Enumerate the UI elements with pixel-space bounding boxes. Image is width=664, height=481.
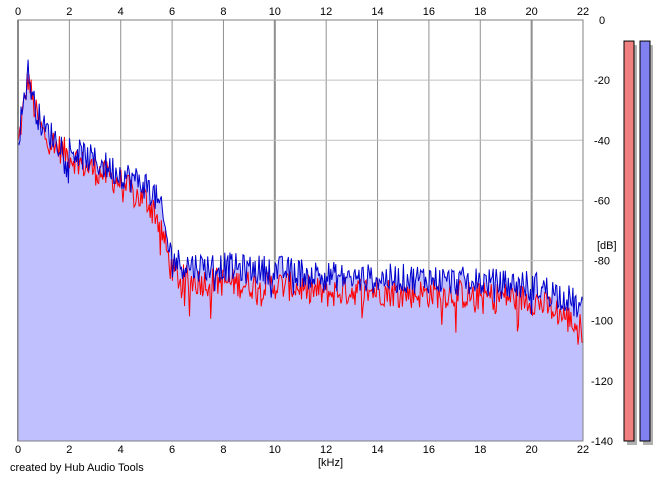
series-layer	[18, 59, 583, 345]
y-tick-label: 0	[599, 15, 605, 27]
y-tick-label: -100	[591, 316, 613, 328]
x-tick-label-top: 20	[526, 6, 538, 18]
x-tick-label-top: 10	[269, 6, 281, 18]
y-tick-label: -20	[594, 75, 610, 87]
x-tick-label-top: 16	[423, 6, 435, 18]
x-tick-label-top: 12	[320, 6, 332, 18]
x-tick-label-bottom: 10	[269, 444, 281, 456]
x-tick-label-bottom: 4	[118, 444, 124, 456]
y-tick-label: -80	[594, 256, 610, 268]
x-tick-label-top: 22	[577, 6, 589, 18]
x-tick-label-bottom: 12	[320, 444, 332, 456]
level-meters	[623, 40, 653, 446]
x-axis-label: [kHz]	[318, 457, 344, 469]
y-tick-label: -140	[591, 436, 613, 448]
y-axis-ticks: 0 -20 -40 -60 -80 -100 -120 -140	[591, 15, 613, 448]
x-tick-label-bottom: 16	[423, 444, 435, 456]
x-tick-label-bottom: 22	[577, 444, 589, 456]
x-tick-label-top: 4	[118, 6, 124, 18]
x-tick-label-bottom: 6	[169, 444, 175, 456]
series-line	[18, 59, 583, 318]
x-tick-label-bottom: 0	[15, 444, 21, 456]
y-tick-label: -40	[594, 135, 610, 147]
x-tick-label-top: 2	[66, 6, 72, 18]
plot-frame	[17, 19, 584, 442]
level-meter-bar	[623, 40, 635, 442]
x-tick-label-top: 0	[15, 6, 21, 18]
x-tick-label-bottom: 2	[66, 444, 72, 456]
x-tick-label-top: 14	[371, 6, 383, 18]
x-tick-label-bottom: 20	[526, 444, 538, 456]
x-tick-label-top: 6	[169, 6, 175, 18]
x-tick-label-bottom: 18	[474, 444, 486, 456]
level-meter-bar	[639, 40, 651, 442]
x-tick-label-top: 18	[474, 6, 486, 18]
x-tick-label-bottom: 8	[220, 444, 226, 456]
x-tick-label-top: 8	[220, 6, 226, 18]
spectrum-fill	[18, 59, 583, 441]
credit-text: created by Hub Audio Tools	[10, 462, 144, 474]
x-tick-label-bottom: 14	[371, 444, 383, 456]
y-tick-label: -60	[594, 195, 610, 207]
y-axis-label: [dB]	[597, 240, 617, 252]
y-tick-label: -120	[591, 376, 613, 388]
